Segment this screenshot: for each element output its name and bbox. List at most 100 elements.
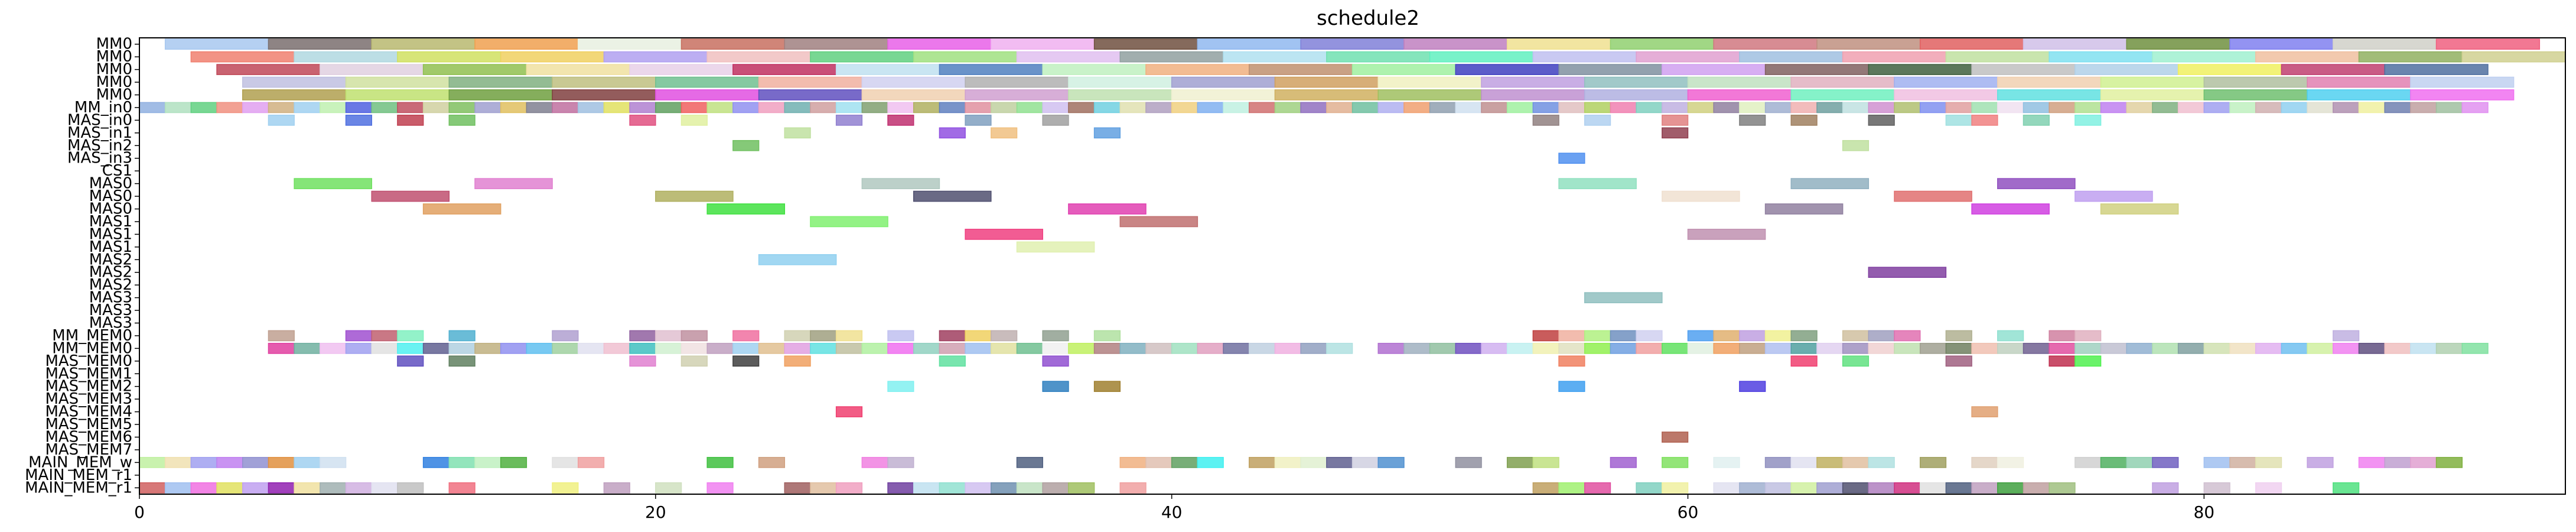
task-bar bbox=[552, 89, 656, 100]
task-bar bbox=[371, 190, 450, 202]
task-bar bbox=[1868, 457, 1895, 468]
task-bar bbox=[1790, 178, 1870, 189]
task-bar bbox=[680, 102, 708, 113]
y-tick-label: MAS_in3 bbox=[67, 150, 132, 167]
task-bar bbox=[1739, 381, 1766, 392]
task-bar bbox=[1042, 381, 1069, 392]
task-bar bbox=[1274, 343, 1301, 354]
task-bar bbox=[397, 343, 424, 354]
task-bar bbox=[268, 38, 372, 50]
task-bar bbox=[1610, 457, 1637, 468]
task-bar bbox=[1326, 102, 1353, 113]
task-bar bbox=[1351, 102, 1379, 113]
task-bar bbox=[2126, 457, 2153, 468]
task-bar bbox=[2333, 38, 2437, 50]
task-bar bbox=[1351, 457, 1379, 468]
task-bar bbox=[1145, 457, 1173, 468]
task-bar bbox=[2384, 102, 2411, 113]
task-bar bbox=[1481, 102, 1508, 113]
task-bar bbox=[1687, 330, 1714, 342]
task-bar bbox=[294, 178, 372, 189]
task-bar bbox=[1558, 178, 1637, 189]
task-bar bbox=[2229, 457, 2256, 468]
task-bar bbox=[2255, 482, 2282, 494]
task-bar bbox=[1868, 330, 1895, 342]
task-bar bbox=[732, 343, 760, 354]
task-bar bbox=[1481, 343, 1508, 354]
task-bar bbox=[1945, 343, 1972, 354]
task-bar bbox=[1662, 482, 1689, 494]
task-bar bbox=[1764, 343, 1792, 354]
task-bar bbox=[474, 38, 579, 50]
y-tick-label: MAS2 bbox=[89, 264, 132, 281]
chart-title: schedule2 bbox=[1317, 7, 1419, 30]
task-bar bbox=[887, 482, 914, 494]
x-axis: 0 20 40 60 80 bbox=[134, 494, 2214, 522]
y-tick-label: MAIN_MEM_r1 bbox=[25, 479, 132, 497]
task-bar bbox=[2177, 102, 2205, 113]
y-tick-label: MM0 bbox=[96, 35, 132, 53]
task-bar bbox=[1713, 482, 1740, 494]
task-bar bbox=[448, 76, 553, 88]
task-bar bbox=[835, 115, 863, 126]
task-bar bbox=[190, 102, 217, 113]
task-bar bbox=[1584, 482, 1611, 494]
task-bar bbox=[1713, 343, 1740, 354]
task-bar bbox=[2177, 343, 2205, 354]
task-bar bbox=[2075, 457, 2102, 468]
task-bar bbox=[2307, 102, 2334, 113]
task-bar bbox=[552, 102, 579, 113]
task-bar bbox=[164, 482, 192, 494]
task-bar bbox=[1868, 343, 1895, 354]
task-bar bbox=[1816, 38, 1921, 50]
task-bar bbox=[1687, 102, 1714, 113]
task-bar bbox=[1971, 102, 1998, 113]
task-bar bbox=[2126, 102, 2153, 113]
task-bar bbox=[810, 51, 914, 63]
task-bar bbox=[1093, 102, 1121, 113]
task-bar bbox=[1300, 38, 1405, 50]
task-bar bbox=[1377, 76, 1482, 88]
task-bar bbox=[1790, 482, 1818, 494]
task-bar bbox=[784, 102, 811, 113]
task-bar bbox=[2281, 343, 2308, 354]
task-bar bbox=[991, 330, 1018, 342]
task-bar bbox=[1248, 64, 1353, 75]
task-bar bbox=[1223, 102, 1250, 113]
task-bar bbox=[1971, 64, 2076, 75]
task-bar bbox=[1662, 190, 1740, 202]
task-bar bbox=[500, 457, 527, 468]
task-bar bbox=[2049, 330, 2076, 342]
task-bar bbox=[1171, 102, 1199, 113]
task-bar bbox=[629, 115, 656, 126]
task-bar bbox=[2075, 115, 2102, 126]
task-bar bbox=[1636, 343, 1663, 354]
task-bar bbox=[2203, 102, 2230, 113]
task-bar bbox=[1687, 76, 1792, 88]
task-bar bbox=[2229, 38, 2334, 50]
task-bar bbox=[732, 140, 760, 151]
task-bar bbox=[732, 102, 760, 113]
task-bar bbox=[1274, 89, 1379, 100]
task-bar bbox=[1558, 355, 1585, 367]
task-bar bbox=[810, 343, 837, 354]
task-bar bbox=[2255, 51, 2360, 63]
task-bar bbox=[474, 457, 501, 468]
task-bar bbox=[913, 343, 940, 354]
x-tick-label: 20 bbox=[645, 502, 666, 522]
task-bar bbox=[320, 482, 347, 494]
task-bar bbox=[1532, 115, 1559, 126]
task-bar bbox=[1326, 343, 1353, 354]
y-tick-label: MAS_MEM4 bbox=[45, 403, 132, 421]
task-bar bbox=[1894, 190, 1972, 202]
task-bar bbox=[1945, 51, 2050, 63]
task-bar bbox=[2203, 457, 2230, 468]
task-bar bbox=[1274, 457, 1301, 468]
task-bar bbox=[1790, 115, 1818, 126]
task-bar bbox=[1868, 115, 1895, 126]
task-bar bbox=[552, 330, 579, 342]
task-bar bbox=[2075, 64, 2179, 75]
task-bar bbox=[991, 38, 1095, 50]
task-bar bbox=[2358, 51, 2463, 63]
task-bar bbox=[2410, 76, 2515, 88]
